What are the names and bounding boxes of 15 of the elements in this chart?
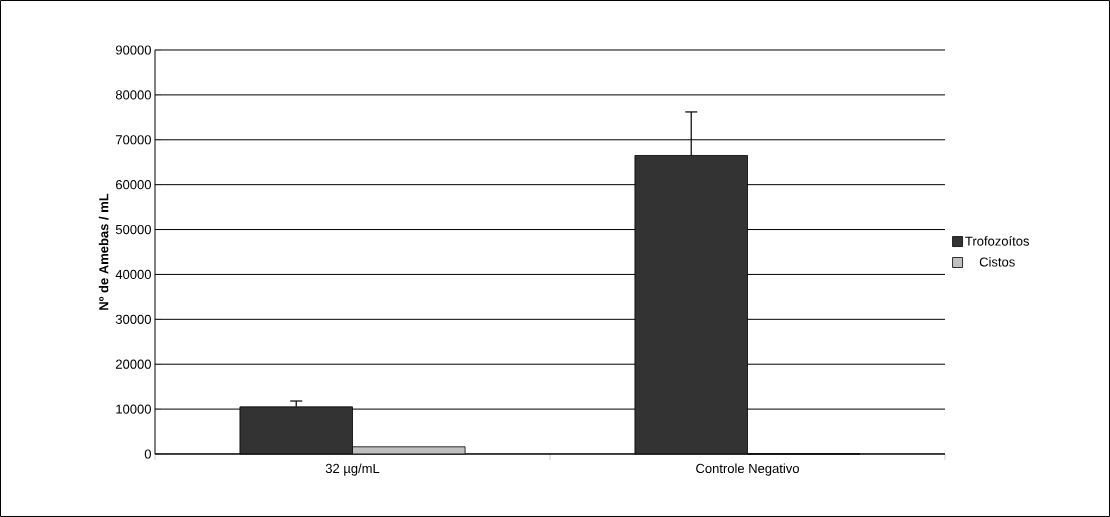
y-tick-label: 20000 (116, 359, 151, 369)
y-tick-label: 90000 (115, 45, 151, 55)
y-tick-label: 70000 (116, 135, 151, 145)
y-axis-title: Nº de Amebas / mL (98, 193, 109, 310)
y-tick-label: 10000 (116, 404, 151, 414)
y-tick-label: 40000 (115, 269, 151, 280)
x-tick-label: Controle Negativo (696, 463, 799, 476)
y-tick-label: 80000 (115, 90, 151, 100)
legend-label: Trofozoítos (965, 236, 1030, 246)
y-tick-label: 50000 (115, 224, 151, 235)
y-tick-label: 30000 (115, 314, 151, 324)
y-tick-label: 60000 (116, 180, 151, 190)
x-tick-label: 32 µg/mL (325, 463, 380, 476)
y-tick-label: 0 (144, 449, 151, 459)
legend-label: Cistos (979, 257, 1015, 267)
